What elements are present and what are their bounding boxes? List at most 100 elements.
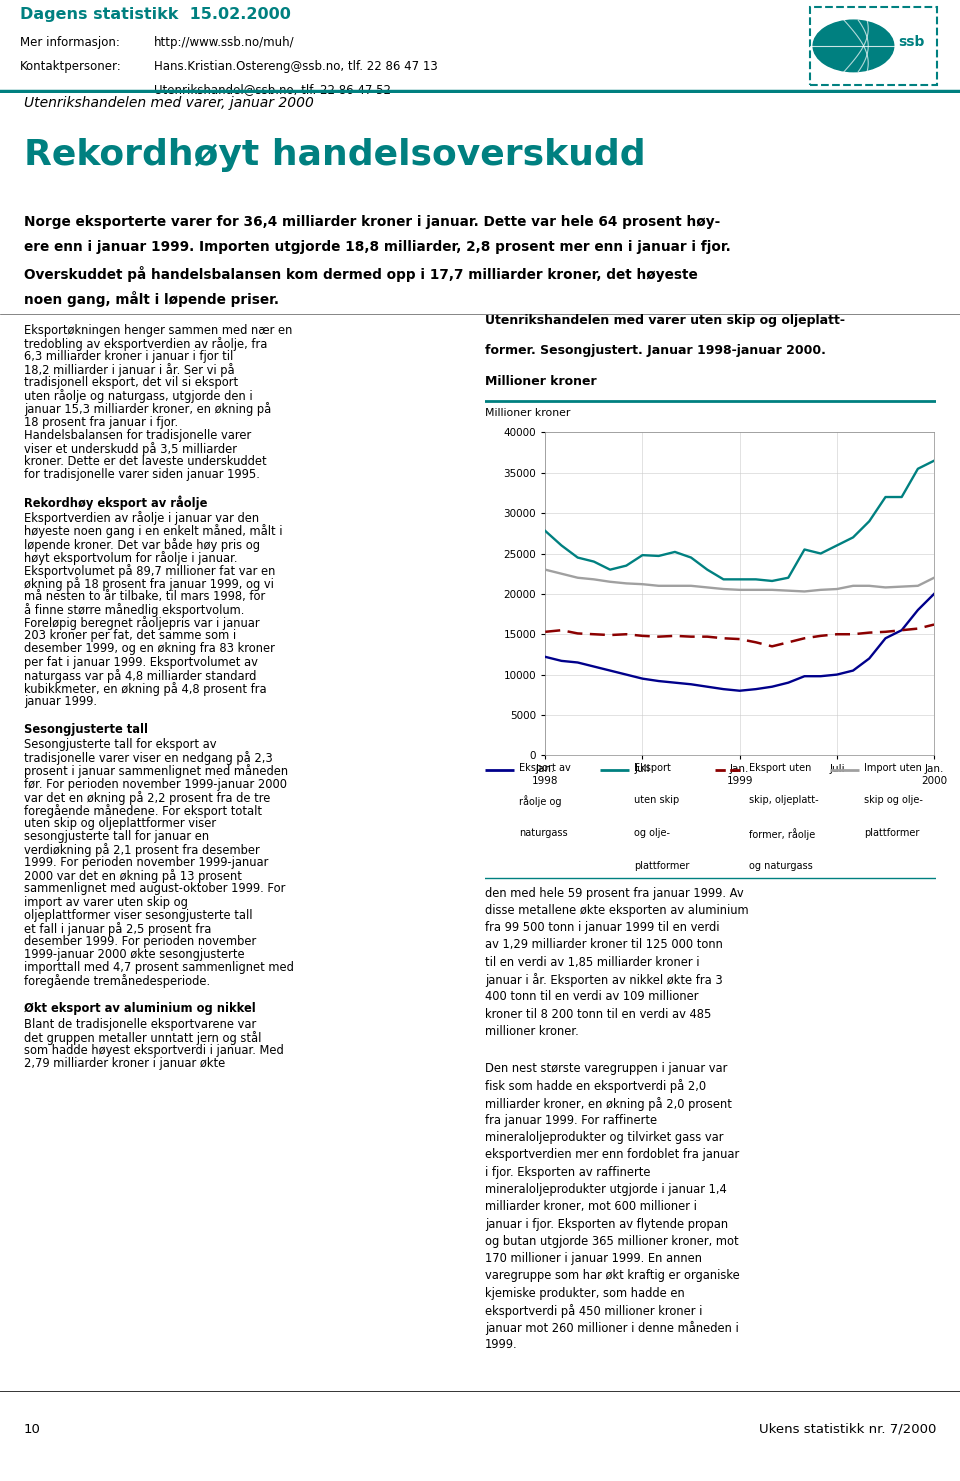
Text: Hans.Kristian.Ostereng@ssb.no, tlf. 22 86 47 13: Hans.Kristian.Ostereng@ssb.no, tlf. 22 8… (154, 59, 437, 73)
Text: tredobling av eksportverdien av råolje, fra: tredobling av eksportverdien av råolje, … (24, 336, 268, 351)
Text: januar 15,3 milliarder kroner, en økning på: januar 15,3 milliarder kroner, en økning… (24, 403, 272, 416)
Text: Handelsbalansen for tradisjonelle varer: Handelsbalansen for tradisjonelle varer (24, 428, 252, 441)
Text: eksportverdi på 450 millioner kroner i: eksportverdi på 450 millioner kroner i (485, 1303, 702, 1318)
Text: Millioner kroner: Millioner kroner (485, 375, 596, 388)
Text: 18 prosent fra januar i fjor.: 18 prosent fra januar i fjor. (24, 416, 179, 428)
Text: importtall med 4,7 prosent sammenlignet med: importtall med 4,7 prosent sammenlignet … (24, 961, 294, 974)
Text: økning på 18 prosent fra januar 1999, og vi: økning på 18 prosent fra januar 1999, og… (24, 578, 274, 591)
Text: uten skip og oljeplattformer viser: uten skip og oljeplattformer viser (24, 818, 216, 829)
Text: plattformer: plattformer (634, 860, 689, 871)
Text: Eksportverdien av råolje i januar var den: Eksportverdien av råolje i januar var de… (24, 511, 259, 526)
Text: eksportverdien mer enn fordoblet fra januar: eksportverdien mer enn fordoblet fra jan… (485, 1148, 739, 1161)
Text: uten råolje og naturgass, utgjorde den i: uten råolje og naturgass, utgjorde den i (24, 390, 252, 403)
Text: må nesten to år tilbake, til mars 1998, for: må nesten to år tilbake, til mars 1998, … (24, 589, 265, 603)
Text: fra januar 1999. For raffinerte: fra januar 1999. For raffinerte (485, 1114, 657, 1127)
Text: mineraloljeprodukter utgjorde i januar 1,4: mineraloljeprodukter utgjorde i januar 1… (485, 1183, 727, 1197)
Text: råolje og: råolje og (518, 795, 562, 807)
Text: disse metallene økte eksporten av aluminium: disse metallene økte eksporten av alumin… (485, 903, 749, 917)
Text: Overskuddet på handelsbalansen kom dermed opp i 17,7 milliarder kroner, det høye: Overskuddet på handelsbalansen kom derme… (24, 265, 698, 281)
Text: Kontaktpersoner:: Kontaktpersoner: (19, 59, 121, 73)
Text: fra 99 500 tonn i januar 1999 til en verdi: fra 99 500 tonn i januar 1999 til en ver… (485, 921, 719, 935)
Text: mineraloljeprodukter og tilvirket gass var: mineraloljeprodukter og tilvirket gass v… (485, 1131, 723, 1145)
Text: Rekordhøyt handelsoverskudd: Rekordhøyt handelsoverskudd (24, 138, 646, 172)
Text: kjemiske produkter, som hadde en: kjemiske produkter, som hadde en (485, 1287, 684, 1300)
Text: 170 millioner i januar 1999. En annen: 170 millioner i januar 1999. En annen (485, 1251, 702, 1265)
Text: Utenrikshandel@ssb.no, tlf. 22 86 47 52: Utenrikshandel@ssb.no, tlf. 22 86 47 52 (154, 83, 391, 96)
Text: Mer informasjon:: Mer informasjon: (19, 36, 120, 49)
Text: milliarder kroner, mot 600 millioner i: milliarder kroner, mot 600 millioner i (485, 1200, 697, 1213)
Text: Sesongjusterte tall for eksport av: Sesongjusterte tall for eksport av (24, 738, 217, 751)
FancyBboxPatch shape (810, 7, 937, 84)
Circle shape (813, 21, 894, 71)
Text: høyt eksportvolum for råolje i januar.: høyt eksportvolum for råolje i januar. (24, 551, 237, 564)
Text: 1999.: 1999. (485, 1339, 517, 1352)
Text: 400 tonn til en verdi av 109 millioner: 400 tonn til en verdi av 109 millioner (485, 991, 698, 1003)
Text: januar mot 260 millioner i denne måneden i: januar mot 260 millioner i denne måneden… (485, 1321, 738, 1336)
Text: 1999-januar 2000 økte sesongjusterte: 1999-januar 2000 økte sesongjusterte (24, 948, 245, 961)
Text: løpende kroner. Det var både høy pris og: løpende kroner. Det var både høy pris og (24, 538, 260, 551)
Text: Import uten: Import uten (864, 763, 922, 773)
Text: januar i fjor. Eksporten av flytende propan: januar i fjor. Eksporten av flytende pro… (485, 1217, 728, 1231)
Text: Utenrikshandelen med varer uten skip og oljeplatt-: Utenrikshandelen med varer uten skip og … (485, 314, 845, 327)
Text: Eksportøkningen henger sammen med nær en: Eksportøkningen henger sammen med nær en (24, 324, 293, 336)
Text: 2000 var det en økning på 13 prosent: 2000 var det en økning på 13 prosent (24, 869, 242, 883)
Text: skip og olje-: skip og olje- (864, 795, 923, 806)
Text: Eksport uten: Eksport uten (749, 763, 811, 773)
Text: som hadde høyest eksportverdi i januar. Med: som hadde høyest eksportverdi i januar. … (24, 1044, 284, 1057)
Text: 2,79 milliarder kroner i januar økte: 2,79 milliarder kroner i januar økte (24, 1057, 226, 1069)
Text: naturgass var på 4,8 milliarder standard: naturgass var på 4,8 milliarder standard (24, 669, 256, 683)
Text: prosent i januar sammenlignet med måneden: prosent i januar sammenlignet med månede… (24, 764, 288, 779)
Text: januar i år. Eksporten av nikkel økte fra 3: januar i år. Eksporten av nikkel økte fr… (485, 973, 723, 986)
Text: Rekordhøy eksport av råolje: Rekordhøy eksport av råolje (24, 496, 207, 509)
Text: Foreløpig beregnet råoljepris var i januar: Foreløpig beregnet råoljepris var i janu… (24, 616, 259, 631)
Text: 18,2 milliarder i januar i år. Ser vi på: 18,2 milliarder i januar i år. Ser vi på (24, 363, 234, 378)
Text: Ukens statistikk nr. 7/2000: Ukens statistikk nr. 7/2000 (758, 1423, 936, 1435)
Text: kroner. Dette er det laveste underskuddet: kroner. Dette er det laveste underskudde… (24, 455, 267, 468)
Text: Sesongjusterte tall: Sesongjusterte tall (24, 723, 148, 736)
Text: et fall i januar på 2,5 prosent fra: et fall i januar på 2,5 prosent fra (24, 921, 211, 936)
Text: kubikkmeter, en økning på 4,8 prosent fra: kubikkmeter, en økning på 4,8 prosent fr… (24, 681, 267, 696)
Text: Eksport: Eksport (634, 763, 671, 773)
Text: milliarder kroner, en økning på 2,0 prosent: milliarder kroner, en økning på 2,0 pros… (485, 1096, 732, 1111)
Text: foregående tremånedesperiode.: foregående tremånedesperiode. (24, 974, 210, 988)
Text: ssb: ssb (898, 34, 924, 49)
Text: å finne større månedlig eksportvolum.: å finne større månedlig eksportvolum. (24, 603, 245, 618)
Text: høyeste noen gang i en enkelt måned, målt i: høyeste noen gang i en enkelt måned, mål… (24, 524, 282, 539)
Text: for tradisjonelle varer siden januar 1995.: for tradisjonelle varer siden januar 199… (24, 468, 260, 481)
Text: plattformer: plattformer (864, 828, 919, 838)
Text: Den nest største varegruppen i januar var: Den nest største varegruppen i januar va… (485, 1062, 727, 1075)
Text: 203 kroner per fat, det samme som i: 203 kroner per fat, det samme som i (24, 629, 236, 643)
Text: 1999. For perioden november 1999-januar: 1999. For perioden november 1999-januar (24, 856, 269, 869)
Text: viser et underskudd på 3,5 milliarder: viser et underskudd på 3,5 milliarder (24, 441, 237, 456)
Text: uten skip: uten skip (634, 795, 679, 806)
Text: Dagens statistikk  15.02.2000: Dagens statistikk 15.02.2000 (19, 7, 291, 22)
Text: Økt eksport av aluminium og nikkel: Økt eksport av aluminium og nikkel (24, 1003, 255, 1014)
Text: ere enn i januar 1999. Importen utgjorde 18,8 milliarder, 2,8 prosent mer enn i : ere enn i januar 1999. Importen utgjorde… (24, 240, 731, 255)
Text: Eksportvolumet på 89,7 millioner fat var en: Eksportvolumet på 89,7 millioner fat var… (24, 564, 276, 578)
Text: 6,3 milliarder kroner i januar i fjor til: 6,3 milliarder kroner i januar i fjor ti… (24, 350, 233, 363)
Text: sesongjusterte tall for januar en: sesongjusterte tall for januar en (24, 829, 209, 843)
Text: verdiøkning på 2,1 prosent fra desember: verdiøkning på 2,1 prosent fra desember (24, 843, 260, 857)
Text: naturgass: naturgass (518, 828, 567, 838)
Text: til en verdi av 1,85 milliarder kroner i: til en verdi av 1,85 milliarder kroner i (485, 955, 699, 969)
Text: per fat i januar 1999. Eksportvolumet av: per fat i januar 1999. Eksportvolumet av (24, 656, 258, 668)
Text: og naturgass: og naturgass (749, 860, 812, 871)
Text: millioner kroner.: millioner kroner. (485, 1025, 579, 1038)
Text: 10: 10 (24, 1423, 41, 1435)
Text: Blant de tradisjonelle eksportvarene var: Blant de tradisjonelle eksportvarene var (24, 1017, 256, 1031)
Text: http://www.ssb.no/muh/: http://www.ssb.no/muh/ (154, 36, 294, 49)
Text: av 1,29 milliarder kroner til 125 000 tonn: av 1,29 milliarder kroner til 125 000 to… (485, 939, 723, 951)
Text: før. For perioden november 1999-januar 2000: før. For perioden november 1999-januar 2… (24, 778, 287, 791)
Text: foregående månedene. For eksport totalt: foregående månedene. For eksport totalt (24, 804, 262, 818)
Text: skip, oljeplatt-: skip, oljeplatt- (749, 795, 818, 806)
Text: varegruppe som har økt kraftig er organiske: varegruppe som har økt kraftig er organi… (485, 1269, 739, 1283)
Text: oljeplattformer viser sesongjusterte tall: oljeplattformer viser sesongjusterte tal… (24, 909, 252, 921)
Text: former, råolje: former, råolje (749, 828, 815, 840)
Text: Utenrikshandelen med varer, januar 2000: Utenrikshandelen med varer, januar 2000 (24, 96, 314, 110)
Text: Eksport av: Eksport av (518, 763, 570, 773)
Text: januar 1999.: januar 1999. (24, 695, 97, 708)
Text: sammenlignet med august-oktober 1999. For: sammenlignet med august-oktober 1999. Fo… (24, 883, 285, 896)
Text: desember 1999. For perioden november: desember 1999. For perioden november (24, 935, 256, 948)
Text: Millioner kroner: Millioner kroner (485, 409, 570, 418)
Text: og butan utgjorde 365 millioner kroner, mot: og butan utgjorde 365 millioner kroner, … (485, 1235, 738, 1248)
